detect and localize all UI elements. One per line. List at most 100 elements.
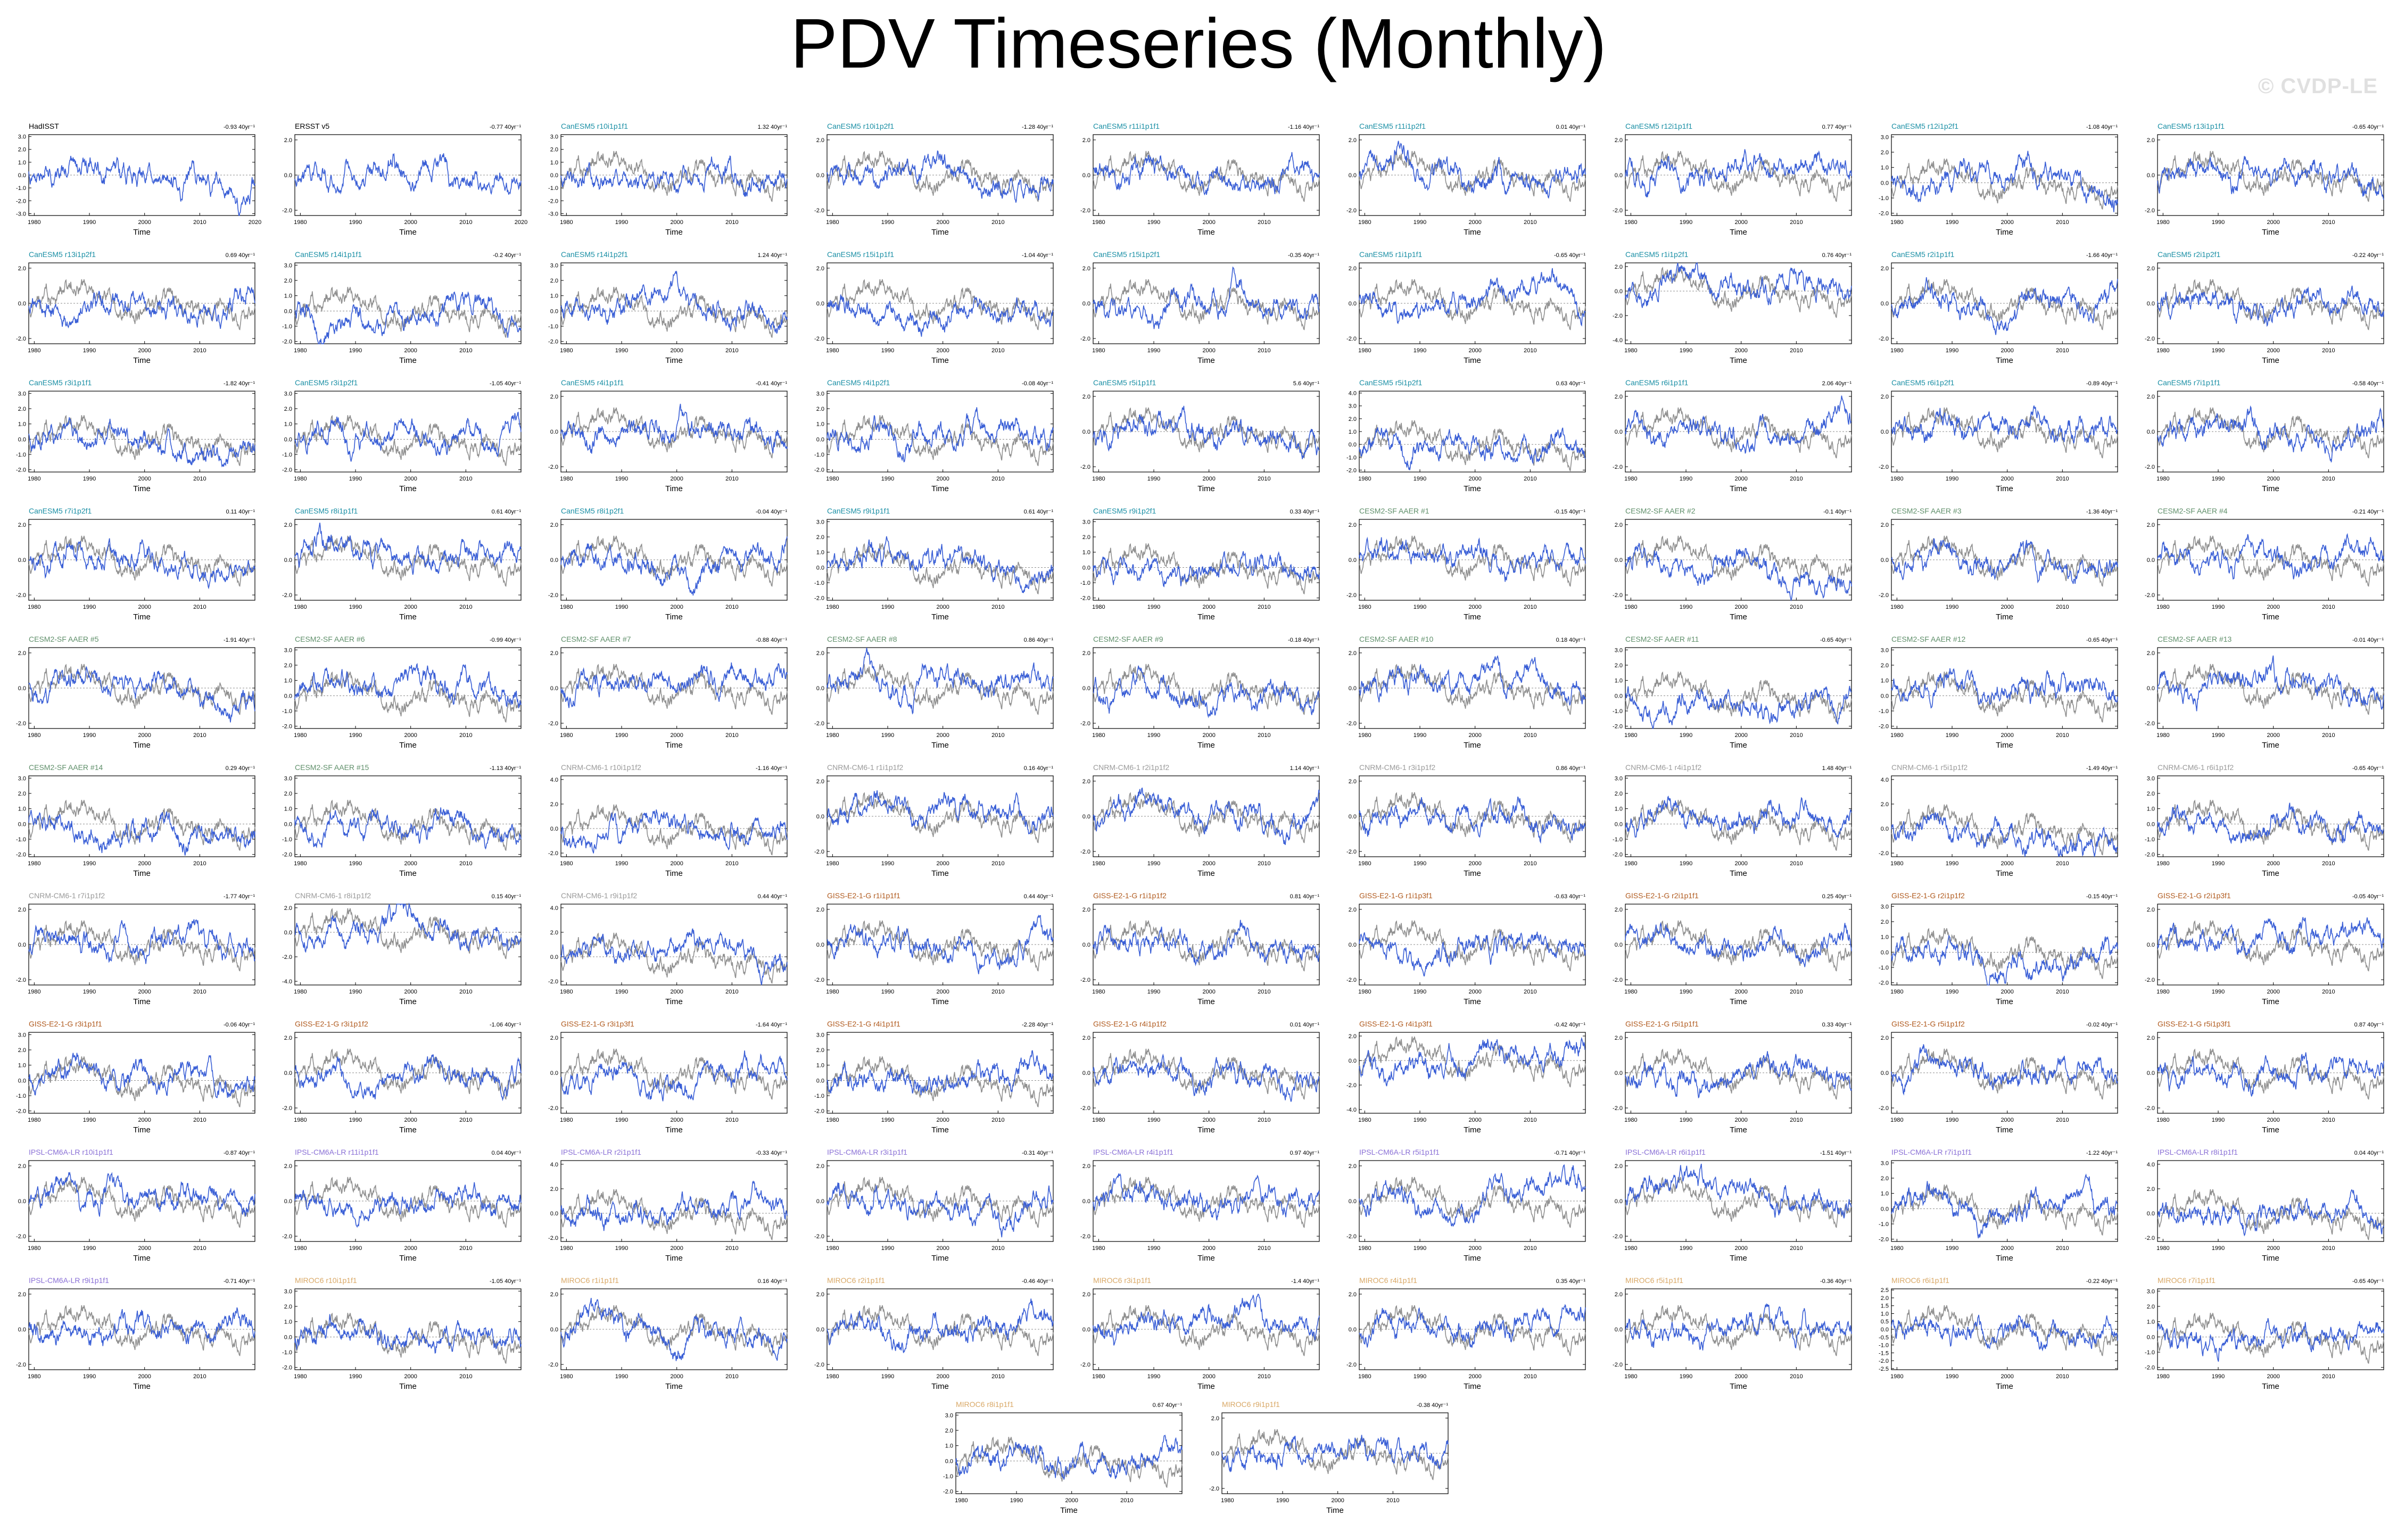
y-tick-label: 2.0	[1615, 1035, 1623, 1041]
x-tick-label: 1980	[1890, 604, 1903, 610]
x-tick-label: 2010	[2056, 219, 2069, 226]
x-axis-title: Time	[665, 1125, 683, 1135]
plot-frame	[1625, 262, 1852, 344]
y-tick-label: 1.0	[550, 160, 558, 166]
trend-label: -1.05 40yr⁻¹	[490, 1278, 521, 1285]
x-tick-label: 2010	[1524, 1373, 1536, 1380]
y-tick-label: -2.0	[2145, 1235, 2155, 1241]
timeseries-panel: CanESM5 r9i1p1f1 0.61 40yr⁻¹ 3.0 2.0 1.0 0.0 -…	[804, 499, 1070, 627]
obs-series-line	[1891, 928, 2118, 980]
y-tick-label: -2.0	[16, 467, 26, 474]
x-axis-title: Time	[931, 997, 949, 1006]
x-tick-label: 1990	[1414, 1117, 1426, 1123]
y-tick-label: 2.0	[1615, 522, 1623, 528]
y-tick-label: 2.0	[816, 650, 824, 657]
x-tick-label: 1980	[1890, 476, 1903, 482]
x-tick-label: 2000	[1202, 347, 1215, 354]
panel-label: IPSL-CM6A-LR r3i1p1f1	[827, 1148, 907, 1156]
x-axis-title: Time	[1996, 484, 2013, 493]
obs-series-line	[294, 799, 522, 851]
x-tick-label: 2000	[138, 732, 151, 739]
trend-label: 0.86 40yr⁻¹	[1556, 765, 1586, 772]
x-tick-label: 1990	[1147, 347, 1160, 354]
trend-label: -0.06 40yr⁻¹	[224, 1022, 255, 1028]
panel-label: CNRM-CM6-1 r2i1p1f2	[1093, 763, 1169, 772]
obs-series-line	[1093, 920, 1320, 972]
obs-series-line	[294, 286, 522, 338]
panel-label: IPSL-CM6A-LR r6i1p1f1	[1625, 1148, 1706, 1156]
y-tick-label: 0.0	[1082, 301, 1090, 307]
y-tick-label: 0.0	[550, 308, 558, 314]
panel-svg: CNRM-CM6-1 r3i1p1f2 0.86 40yr⁻¹ 2.0 0.0 -2.0…	[1346, 763, 1586, 878]
obs-series-line	[1093, 1305, 1320, 1356]
model-series-line	[294, 1182, 522, 1228]
x-tick-label: 2010	[1524, 1117, 1536, 1123]
y-tick-label: 0.0	[816, 685, 824, 692]
model-series-line	[28, 1307, 255, 1346]
trend-label: 0.15 40yr⁻¹	[492, 893, 522, 900]
x-tick-label: 1990	[1946, 219, 1958, 226]
panel-label: GISS-E2-1-G r5i1p1f1	[1625, 1020, 1699, 1028]
timeseries-panel: MIROC6 r10i1p1f1 -1.05 40yr⁻¹ 3.0 2.0 1.0 0.0…	[271, 1269, 538, 1396]
timeseries-panel: CanESM5 r7i1p1f1 -0.58 40yr⁻¹ 2.0 0.0 -2.0 19…	[2134, 371, 2397, 499]
y-tick-label: 2.0	[1615, 394, 1623, 400]
x-axis-title: Time	[1996, 1382, 2013, 1391]
trend-label: 0.01 40yr⁻¹	[1556, 124, 1586, 130]
timeseries-panel: CESM2-SF AAER #11 -0.65 40yr⁻¹ 3.0 2.0 1.0 0.…	[1602, 627, 1868, 755]
x-tick-label: 2010	[1258, 1245, 1270, 1252]
timeseries-panel: MIROC6 r5i1p1f1 -0.36 40yr⁻¹ 2.0 0.0 -2.0 198…	[1602, 1269, 1868, 1396]
obs-series-line	[1359, 1305, 1586, 1356]
timeseries-panel: MIROC6 r2i1p1f1 -0.46 40yr⁻¹ 2.0 0.0 -2.0 198…	[804, 1269, 1070, 1396]
x-tick-label: 1990	[881, 347, 894, 354]
model-series-line	[826, 790, 1054, 834]
x-axis-title: Time	[665, 869, 683, 878]
model-series-line	[1625, 262, 1852, 308]
x-tick-label: 2000	[2001, 989, 2013, 995]
y-tick-label: 0.0	[284, 308, 292, 314]
x-tick-label: 2000	[138, 604, 151, 610]
x-tick-label: 2010	[2322, 860, 2335, 867]
panel-svg: GISS-E2-1-G r5i1p1f2 -0.02 40yr⁻¹ 2.0 0.0 -2…	[1879, 1020, 2118, 1135]
model-series-line	[1093, 787, 1320, 846]
obs-series-line	[560, 151, 788, 202]
plot-frame	[560, 262, 788, 344]
timeseries-panel: IPSL-CM6A-LR r8i1p1f1 0.04 40yr⁻¹ 4.0 2.0 0.…	[2134, 1140, 2397, 1268]
y-tick-label: 0.0	[1615, 1327, 1623, 1333]
x-tick-label: 2000	[1468, 476, 1481, 482]
model-series-line	[560, 270, 788, 334]
x-tick-label: 1990	[1010, 1497, 1023, 1504]
panel-label: CNRM-CM6-1 r6i1p1f2	[2158, 763, 2234, 772]
x-tick-label: 1990	[83, 476, 96, 482]
x-tick-label: 1990	[1680, 1117, 1692, 1123]
x-tick-label: 1980	[560, 732, 573, 739]
x-tick-label: 2010	[991, 860, 1004, 867]
x-tick-label: 1980	[1358, 1373, 1371, 1380]
panel-label: IPSL-CM6A-LR r2i1p1f1	[561, 1148, 641, 1156]
y-tick-label: 0.0	[550, 1327, 558, 1333]
x-tick-label: 1980	[2156, 860, 2169, 867]
panel-svg: GISS-E2-1-G r3i1p1f2 -1.06 40yr⁻¹ 2.0 0.0 -2…	[282, 1020, 522, 1135]
y-tick-label: -2.0	[814, 1233, 824, 1240]
y-tick-label: 0.0	[1082, 1198, 1090, 1205]
x-axis-title: Time	[2262, 1125, 2279, 1135]
timeseries-panel: MIROC6 r6i1p1f1 -0.22 40yr⁻¹ 2.5 2.0 1.5 1.0 0…	[1868, 1269, 2134, 1396]
obs-series-line	[1625, 1048, 1852, 1100]
y-tick-label: 0.0	[1881, 180, 1889, 186]
y-tick-label: -2.0	[1879, 724, 1889, 730]
obs-series-line	[1891, 671, 2118, 723]
x-axis-title: Time	[2262, 356, 2279, 365]
x-tick-label: 2000	[1202, 1373, 1215, 1380]
x-tick-label: 1980	[560, 476, 573, 482]
obs-series-line	[560, 1189, 788, 1240]
y-tick-label: 2.0	[284, 791, 292, 797]
x-tick-label: 2010	[2322, 989, 2335, 995]
y-tick-label: -2.0	[1879, 592, 1889, 599]
panel-label: CESM2-SF AAER #15	[295, 763, 369, 772]
y-tick-label: 4.0	[550, 1162, 558, 1168]
x-tick-label: 2010	[1790, 732, 1803, 739]
model-series-line	[1093, 1173, 1320, 1221]
panel-svg: GISS-E2-1-G r5i1p3f1 0.87 40yr⁻¹ 2.0 0.0 -2.…	[2145, 1020, 2384, 1135]
x-tick-label: 1990	[881, 604, 894, 610]
y-tick-label: -2.0	[1879, 1237, 1889, 1243]
y-tick-label: 2.0	[1349, 137, 1357, 144]
